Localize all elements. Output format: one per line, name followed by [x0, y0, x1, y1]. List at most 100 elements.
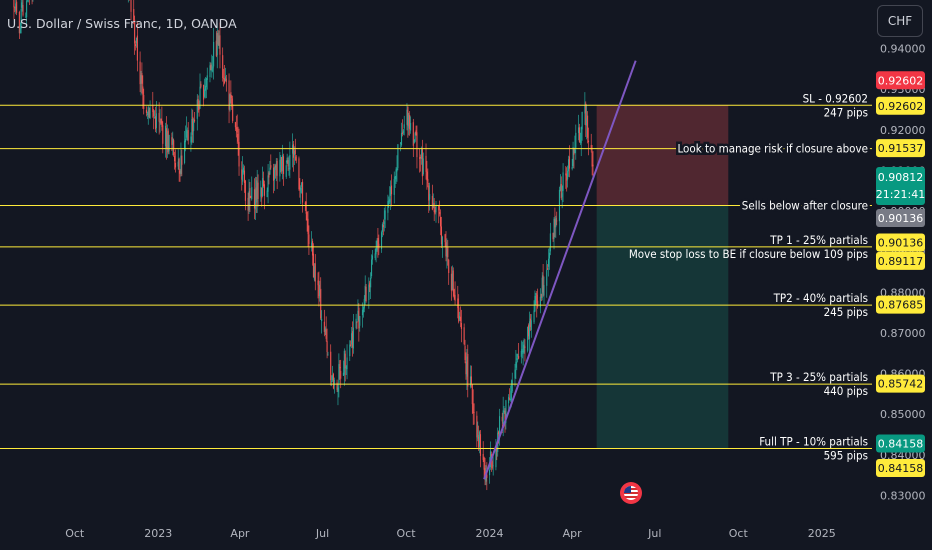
- candle-body: [242, 169, 244, 182]
- candle-body: [540, 293, 542, 298]
- sl-level-badge[interactable]: 0.92602: [876, 96, 925, 115]
- candle: [458, 294, 460, 324]
- candle-body: [438, 206, 440, 211]
- target-level-badge-text: 0.84158: [878, 462, 924, 475]
- candle: [294, 138, 296, 161]
- candle-body: [155, 113, 157, 129]
- level-3[interactable]: Sells below after closure: [0, 196, 872, 215]
- candle: [395, 167, 397, 184]
- candle: [345, 365, 347, 376]
- candle-body: [470, 376, 472, 384]
- candle-body: [375, 248, 377, 255]
- candle: [476, 411, 478, 448]
- candle-body: [508, 396, 510, 404]
- take-profit-zone[interactable]: [596, 205, 729, 449]
- candle-body: [571, 167, 573, 169]
- candle-body: [180, 155, 182, 175]
- candle: [253, 178, 256, 220]
- candle: [409, 111, 411, 136]
- candle: [159, 109, 161, 133]
- candle-body: [552, 232, 554, 240]
- candle-body: [521, 348, 523, 354]
- candle: [262, 166, 264, 197]
- candle: [382, 219, 384, 236]
- candle: [587, 111, 589, 144]
- candle: [147, 105, 149, 125]
- candle-body: [450, 273, 452, 291]
- candle-body: [368, 284, 370, 301]
- candle: [433, 198, 435, 222]
- candle-body: [483, 457, 485, 470]
- candle-body: [272, 167, 275, 181]
- candle-body: [454, 294, 456, 301]
- entry-level-badge[interactable]: 0.90136: [876, 233, 925, 252]
- candle: [401, 119, 403, 137]
- candle-body: [302, 181, 304, 203]
- level-badge[interactable]: 0.89117: [876, 251, 925, 270]
- candle-body: [467, 353, 469, 387]
- candle-body: [590, 145, 592, 150]
- level-badge-text: 0.91537: [878, 142, 924, 155]
- level-badge[interactable]: 0.91537: [876, 139, 925, 158]
- candle: [515, 350, 517, 380]
- candle: [217, 29, 219, 46]
- candle-body: [479, 431, 481, 447]
- candle: [15, 0, 17, 15]
- candle: [154, 106, 157, 133]
- candle-body: [275, 163, 277, 170]
- target-level-badge[interactable]: 0.84158: [876, 458, 925, 477]
- x-tick-label: 2023: [144, 527, 172, 540]
- sl-price-badge[interactable]: 0.92602: [876, 71, 925, 90]
- candle-body: [217, 33, 219, 45]
- candle: [368, 277, 370, 309]
- entry-price-badge[interactable]: 0.90136: [876, 209, 925, 228]
- target-price-badge[interactable]: 0.84158: [876, 434, 925, 453]
- level-2[interactable]: Look to manage risk if closure above: [0, 139, 872, 158]
- x-tick-label: Oct: [397, 527, 417, 540]
- us-flag-event-icon[interactable]: [620, 482, 642, 504]
- candle: [357, 299, 359, 322]
- candle: [20, 0, 22, 34]
- candle-body: [260, 187, 262, 197]
- candle-body: [355, 318, 357, 329]
- candle-body: [358, 307, 360, 329]
- candle: [186, 127, 188, 141]
- candle-body: [543, 285, 545, 296]
- candle-body: [145, 109, 147, 113]
- candle-body: [243, 170, 246, 183]
- candle: [342, 360, 344, 376]
- current-price-badge[interactable]: 0.90812 21:21:41: [876, 167, 925, 205]
- candle: [554, 207, 556, 238]
- level-badge[interactable]: 0.85742: [876, 374, 925, 393]
- candle: [155, 101, 157, 134]
- stop-loss-zone[interactable]: [596, 105, 729, 206]
- currency-button[interactable]: CHF: [877, 5, 923, 37]
- candle-body: [473, 412, 475, 414]
- level-badge[interactable]: 0.87685: [876, 295, 925, 314]
- candle: [529, 314, 531, 331]
- candle: [591, 144, 593, 176]
- candle-body: [320, 288, 322, 319]
- candle: [295, 154, 297, 164]
- candle-body: [376, 240, 378, 251]
- candle: [503, 405, 505, 414]
- candle-body: [390, 185, 393, 195]
- candle: [539, 288, 541, 314]
- candle-body: [231, 98, 233, 107]
- candle: [29, 0, 30, 5]
- candle: [578, 123, 580, 143]
- candle-body: [286, 157, 288, 163]
- candle: [286, 153, 288, 164]
- candle-body: [425, 155, 427, 172]
- candle-body: [336, 382, 338, 390]
- trendline[interactable]: [483, 60, 637, 480]
- candle-body: [440, 226, 443, 245]
- candle: [209, 61, 211, 83]
